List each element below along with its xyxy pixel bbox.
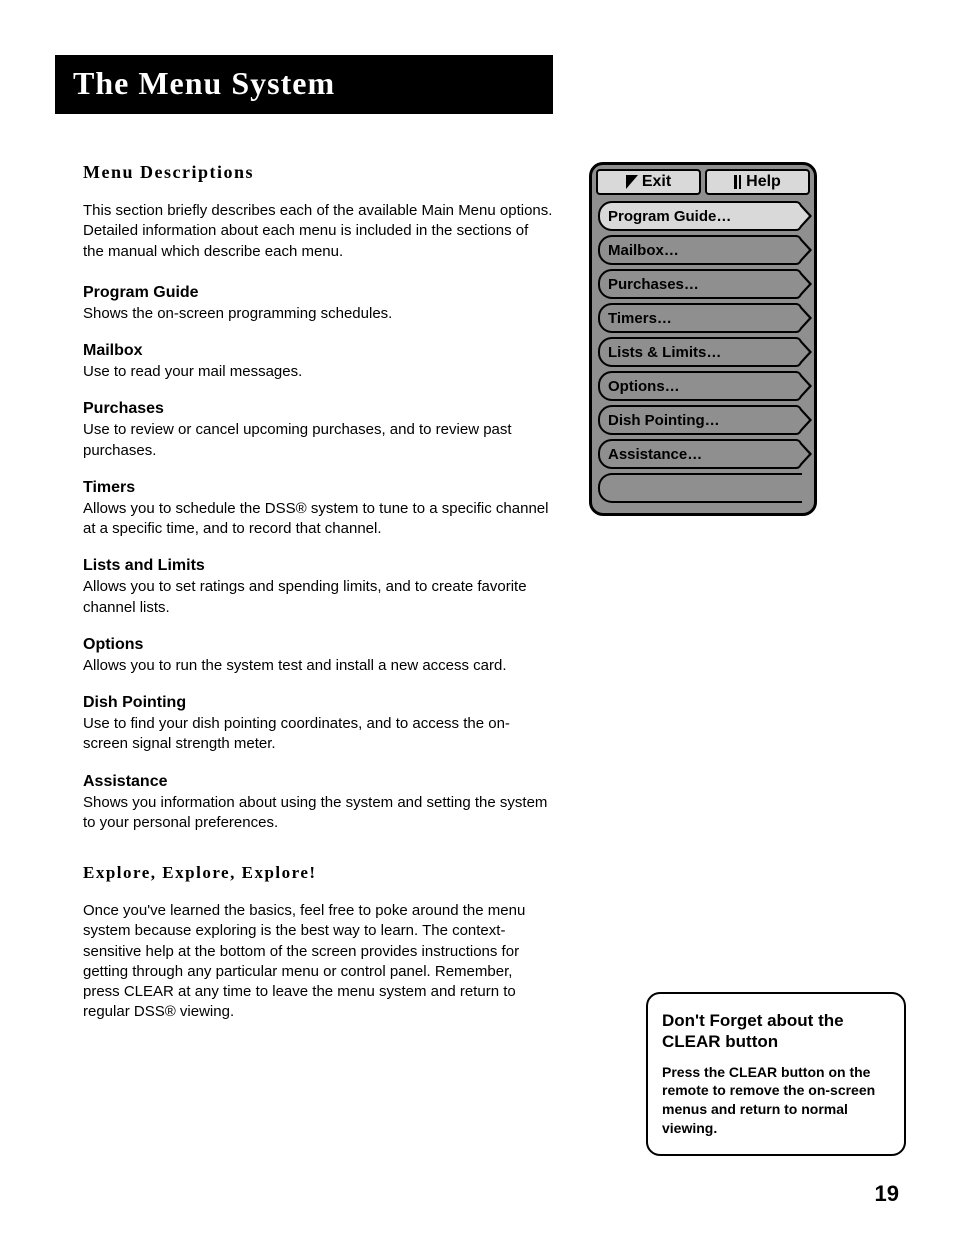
page-title: The Menu System [73, 65, 335, 101]
tip-body: Press the CLEAR button on the remote to … [662, 1063, 890, 1139]
intro-paragraph: This section briefly describes each of t… [83, 201, 553, 262]
item-desc: Allows you to set ratings and spending l… [83, 577, 553, 618]
item-title: Program Guide [83, 284, 553, 302]
osd-help-button: Help [705, 169, 810, 195]
osd-menu-item: Dish Pointing… [598, 405, 802, 435]
tab-corner-icon [626, 175, 638, 189]
item-desc: Allows you to run the system test and in… [83, 656, 553, 676]
chevron-right-fill-icon [799, 375, 809, 397]
item-desc: Use to read your mail messages. [83, 362, 553, 382]
explore-paragraph: Once you've learned the basics, feel fre… [83, 901, 553, 1023]
item-desc: Allows you to schedule the DSS® system t… [83, 499, 553, 540]
desc-timers: Timers Allows you to schedule the DSS® s… [83, 479, 553, 540]
osd-menu-item: Purchases… [598, 269, 802, 299]
tip-title: Don't Forget about the CLEAR button [662, 1010, 890, 1053]
osd-menu-label: Lists & Limits… [608, 344, 721, 361]
chevron-right-fill-icon [799, 443, 809, 465]
osd-menu-label: Options… [608, 378, 680, 395]
desc-mailbox: Mailbox Use to read your mail messages. [83, 342, 553, 382]
item-desc: Use to find your dish pointing coordinat… [83, 714, 553, 755]
tip-box: Don't Forget about the CLEAR button Pres… [646, 992, 906, 1156]
tab-divider-icon [734, 175, 742, 189]
osd-menu-item: Options… [598, 371, 802, 401]
osd-menu-item: Program Guide… [598, 201, 802, 231]
osd-empty-row [596, 473, 810, 503]
desc-options: Options Allows you to run the system tes… [83, 636, 553, 676]
desc-assistance: Assistance Shows you information about u… [83, 773, 553, 834]
item-title: Assistance [83, 773, 553, 791]
osd-menu-label: Dish Pointing… [608, 412, 720, 429]
osd-menu-label: Purchases… [608, 276, 699, 293]
item-title: Options [83, 636, 553, 654]
osd-exit-label: Exit [642, 173, 671, 191]
item-title: Dish Pointing [83, 694, 553, 712]
osd-menu-row: Dish Pointing… [596, 405, 810, 435]
osd-menu-label: Timers… [608, 310, 672, 327]
item-desc: Use to review or cancel upcoming purchas… [83, 420, 553, 461]
section-heading-explore: Explore, Explore, Explore! [83, 863, 553, 883]
osd-menu-row: Purchases… [596, 269, 810, 299]
osd-menu-row: Mailbox… [596, 235, 810, 265]
desc-lists-and-limits: Lists and Limits Allows you to set ratin… [83, 557, 553, 618]
chevron-right-fill-icon [799, 307, 809, 329]
item-desc: Shows the on-screen programming schedule… [83, 304, 553, 324]
osd-menu-item: Assistance… [598, 439, 802, 469]
item-title: Mailbox [83, 342, 553, 360]
page-title-bar: The Menu System [55, 55, 553, 114]
osd-menu-item: Mailbox… [598, 235, 802, 265]
osd-menu-row: Program Guide… [596, 201, 810, 231]
osd-menu-row: Options… [596, 371, 810, 401]
desc-program-guide: Program Guide Shows the on-screen progra… [83, 284, 553, 324]
chevron-right-fill-icon [799, 239, 809, 261]
osd-menu-label: Program Guide… [608, 208, 731, 225]
item-title: Timers [83, 479, 553, 497]
desc-dish-pointing: Dish Pointing Use to find your dish poin… [83, 694, 553, 755]
item-desc: Shows you information about using the sy… [83, 793, 553, 834]
osd-exit-button: Exit [596, 169, 701, 195]
osd-menu-label: Mailbox… [608, 242, 679, 259]
osd-menu-item: Lists & Limits… [598, 337, 802, 367]
main-text-column: Menu Descriptions This section briefly d… [55, 162, 553, 1045]
desc-purchases: Purchases Use to review or cancel upcomi… [83, 400, 553, 461]
on-screen-menu-illustration: Exit Help Program Guide… Mailbox… Purchase… [589, 162, 817, 516]
osd-menu-label: Assistance… [608, 446, 702, 463]
page-number: 19 [875, 1181, 899, 1207]
chevron-right-fill-icon [799, 205, 809, 227]
item-title: Purchases [83, 400, 553, 418]
osd-menu-row: Assistance… [596, 439, 810, 469]
osd-menu-row: Timers… [596, 303, 810, 333]
chevron-right-fill-icon [799, 409, 809, 431]
chevron-right-fill-icon [799, 341, 809, 363]
osd-help-label: Help [746, 173, 781, 191]
osd-menu-item: Timers… [598, 303, 802, 333]
chevron-right-fill-icon [799, 273, 809, 295]
section-heading-menu-descriptions: Menu Descriptions [83, 162, 553, 183]
osd-menu-row: Lists & Limits… [596, 337, 810, 367]
item-title: Lists and Limits [83, 557, 553, 575]
